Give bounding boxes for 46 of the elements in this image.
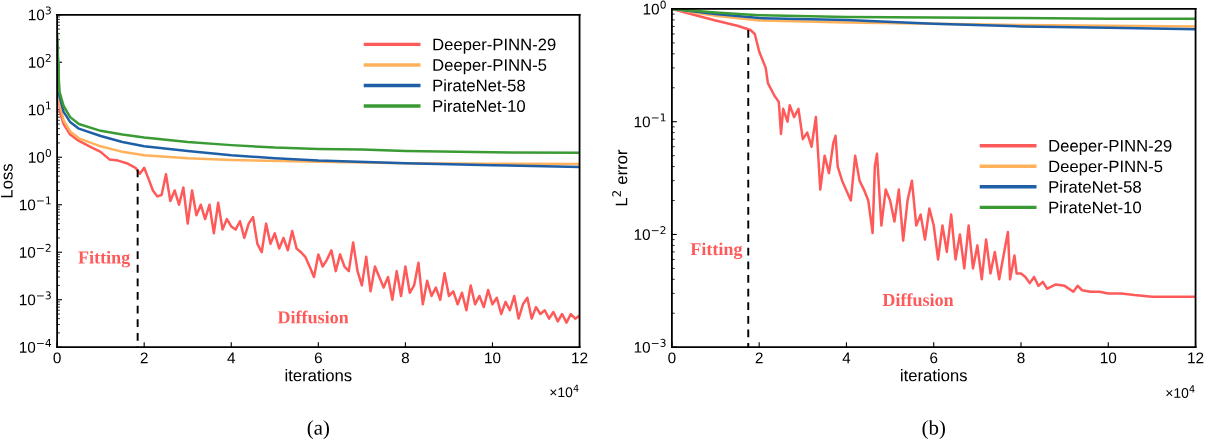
y-tick-label: 10$^{3}$ — [28, 6, 51, 21]
legend-label: PirateNet-10 — [433, 99, 526, 112]
x-axis-title: iterations — [901, 369, 967, 382]
legend-label: PirateNet-10 — [1049, 201, 1142, 214]
y-tick-label: 10$^{2}$ — [28, 53, 51, 68]
y-axis-title: L$^{2}$ error — [612, 149, 628, 206]
legend-label: Deeper-PINN-29 — [433, 38, 556, 54]
legend-label: Deeper-PINN-29 — [1049, 139, 1172, 156]
x-tick-label: 4 — [842, 352, 851, 364]
annotation: Fitting — [78, 250, 131, 268]
x-tick-label: 8 — [1017, 352, 1025, 364]
y-tick-label: 10$^{−4}$ — [19, 338, 52, 353]
y-tick-label: 10$^{−3}$ — [634, 338, 666, 353]
text: ×10$^{4}$ — [1166, 385, 1195, 398]
legend-label: Deeper-PINN-5 — [433, 59, 547, 75]
x-tick-label: 6 — [930, 352, 938, 364]
x-tick-label: 6 — [314, 352, 322, 364]
y-tick-label: 10$^{1}$ — [28, 101, 51, 116]
x-tick-label: 2 — [755, 352, 763, 364]
annotation: Diffusion — [882, 293, 954, 307]
x-tick-label: 10 — [1100, 352, 1117, 364]
x-tick-label: 4 — [227, 352, 236, 364]
x-tick-label: 0 — [53, 352, 61, 364]
y-axis-title: Loss — [1, 163, 13, 198]
x-axis-title: iterations — [285, 369, 352, 382]
y-tick-label: 10$^{−2}$ — [19, 243, 51, 258]
y-tick-label: 10$^{−1}$ — [19, 196, 51, 211]
y-tick-label: 10$^{−3}$ — [19, 291, 51, 306]
x-tick-label: 8 — [401, 352, 409, 364]
x-tick-label: 12 — [572, 352, 588, 364]
y-tick-label: 10$^{0}$ — [28, 148, 52, 163]
legend-label: PirateNet-58 — [433, 79, 525, 92]
x-tick-label: 2 — [140, 352, 148, 364]
legend-label: PirateNet-58 — [1049, 180, 1141, 193]
annotation: Diffusion — [277, 310, 349, 324]
text: ×10$^{4}$ — [550, 384, 579, 398]
text: (a) — [307, 420, 329, 440]
text: (b) — [922, 420, 945, 440]
x-tick-label: 0 — [668, 352, 676, 364]
legend-label: Deeper-PINN-5 — [1049, 160, 1163, 176]
y-tick-label: 10$^{0}$ — [643, 0, 666, 15]
y-tick-label: 10$^{−1}$ — [634, 113, 666, 128]
x-tick-label: 10 — [485, 352, 501, 364]
annotation: Fitting — [690, 242, 743, 260]
y-tick-label: 10$^{−2}$ — [634, 226, 666, 241]
x-tick-label: 12 — [1188, 352, 1204, 364]
